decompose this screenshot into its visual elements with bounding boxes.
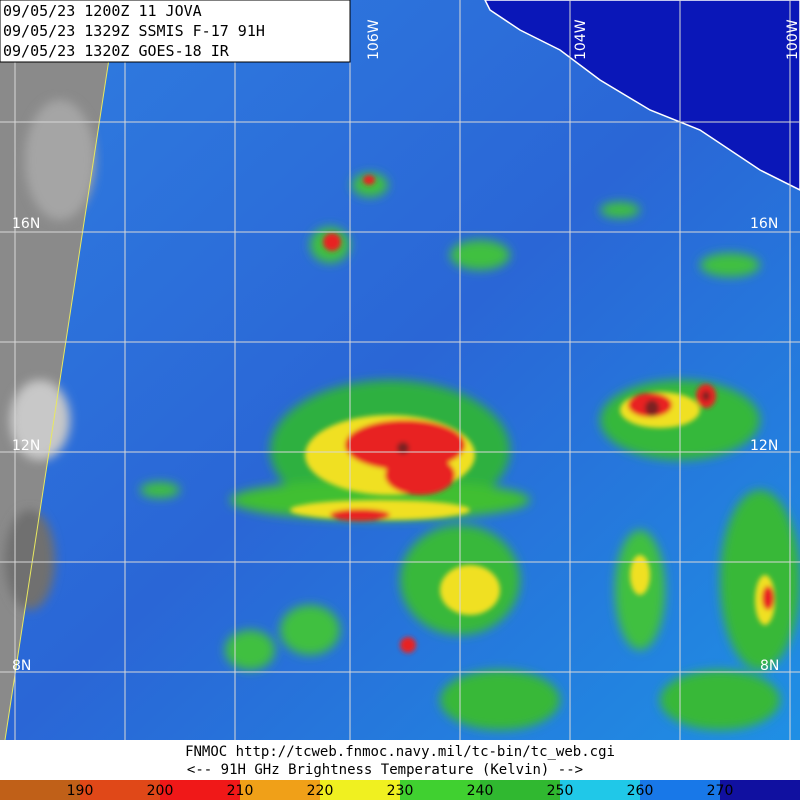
- colorbar-tick-label: 270: [707, 783, 734, 799]
- ir-clouds: [5, 100, 95, 610]
- lat-label: 8N: [12, 658, 31, 674]
- land: [484, 0, 800, 191]
- lon-label: 104W: [573, 19, 589, 60]
- lat-label: 12N: [12, 438, 40, 454]
- lat-label: 16N: [750, 216, 778, 232]
- colorbar-swatch: [240, 780, 321, 800]
- lat-label: 16N: [12, 216, 40, 232]
- colorbar: 190 200 210 220 230 240 250 260 270: [0, 780, 800, 800]
- footer-legend-title: <-- 91H GHz Brightness Temperature (Kelv…: [187, 762, 583, 778]
- colorbar-swatch: [320, 780, 401, 800]
- colorbar-tick-label: 220: [307, 783, 334, 799]
- header-line: 09/05/23 1329Z SSMIS F-17 91H: [3, 22, 265, 40]
- colorbar-tick-label: 210: [227, 783, 254, 799]
- colorbar-swatch: [720, 780, 800, 800]
- colorbar-tick-label: 200: [147, 783, 174, 799]
- colorbar-swatch: [560, 780, 641, 800]
- colorbar-tick-label: 260: [627, 783, 654, 799]
- colorbar-tick-label: 240: [467, 783, 494, 799]
- footer-source: FNMOC http://tcweb.fnmoc.navy.mil/tc-bin…: [185, 744, 615, 760]
- graticule: [0, 0, 800, 740]
- colorbar-swatch: [160, 780, 241, 800]
- colorbar-tick-label: 190: [67, 783, 94, 799]
- colorbar-tick-label: 250: [547, 783, 574, 799]
- colorbar-swatch: [640, 780, 721, 800]
- footer: [0, 740, 800, 780]
- colorbar-tick-label: 230: [387, 783, 414, 799]
- colorbar-swatch: [400, 780, 481, 800]
- lat-label: 8N: [760, 658, 779, 674]
- header-line: 09/05/23 1320Z GOES-18 IR: [3, 42, 230, 60]
- microwave-field: [0, 0, 800, 740]
- colorbar-swatch: [0, 780, 81, 800]
- swath-edge: [4, 0, 119, 741]
- lat-label: 12N: [750, 438, 778, 454]
- colorbar-swatch: [480, 780, 561, 800]
- colorbar-swatch: [80, 780, 161, 800]
- header-box: [0, 0, 351, 63]
- header-line: 09/05/23 1200Z 11 JOVA: [3, 2, 202, 20]
- lon-label: 100W: [785, 19, 800, 60]
- lon-label: 106W: [366, 19, 382, 60]
